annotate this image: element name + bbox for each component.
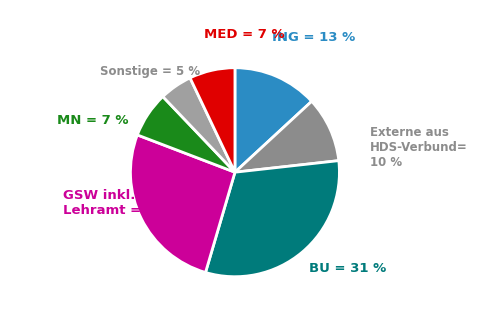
- Wedge shape: [137, 96, 235, 172]
- Text: Externe aus
HDS-Verbund=
10 %: Externe aus HDS-Verbund= 10 %: [370, 126, 468, 169]
- Wedge shape: [163, 78, 235, 172]
- Wedge shape: [205, 161, 339, 277]
- Text: GSW inkl.
Lehramt = 26 %: GSW inkl. Lehramt = 26 %: [63, 189, 182, 217]
- Text: MN = 7 %: MN = 7 %: [57, 114, 128, 127]
- Text: MED = 7 %: MED = 7 %: [204, 28, 285, 41]
- Wedge shape: [131, 135, 235, 273]
- Wedge shape: [190, 68, 235, 172]
- Wedge shape: [235, 68, 312, 172]
- Text: Sonstige = 5 %: Sonstige = 5 %: [100, 65, 200, 78]
- Text: ING = 13 %: ING = 13 %: [272, 31, 355, 43]
- Wedge shape: [235, 101, 339, 172]
- Text: BU = 31 %: BU = 31 %: [309, 261, 386, 274]
